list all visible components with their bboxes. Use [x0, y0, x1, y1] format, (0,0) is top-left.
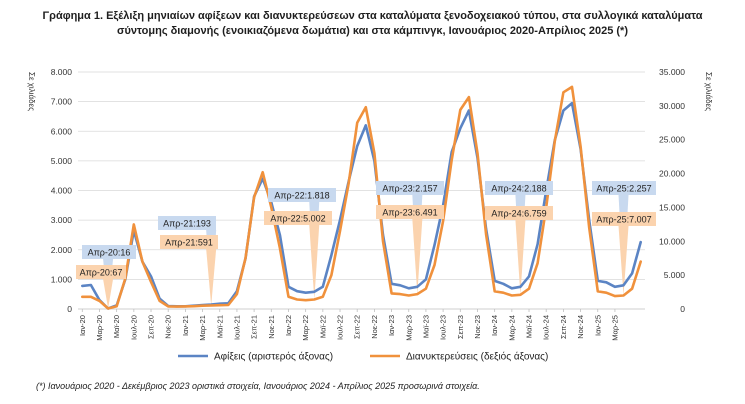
callout-box [376, 181, 444, 195]
chart-title-line-1: Γράφημα 1. Εξέλιξη μηνιαίων αφίξεων και … [43, 10, 703, 22]
y-right-tick-label: 10.000 [659, 236, 685, 246]
x-tick-label: Ιαν-20 [78, 315, 87, 336]
callout-label: Απρ-23:2.157 [382, 184, 437, 194]
series-lines [81, 85, 643, 310]
callout-pointer [206, 249, 217, 306]
callout-label: Απρ-21:591 [165, 238, 213, 248]
callout-box [268, 188, 336, 202]
x-tick-label: Μαϊ-23 [421, 315, 430, 338]
callout-box [76, 265, 126, 279]
y-right-tick-label: 5.000 [664, 270, 686, 280]
y-right-tick-label: 0 [680, 304, 685, 314]
legend: Αφίξεις (αριστερός άξονας) Διανυκτερεύσε… [178, 351, 548, 363]
callout-label: Απρ-23:6.491 [382, 208, 437, 218]
y-right-tick-label: 25.000 [659, 135, 685, 145]
callout-pointer [618, 226, 629, 296]
x-tick-label: Νοε-20 [164, 315, 173, 339]
callout-box [160, 235, 218, 249]
footnote: (*) Ιανουάριος 2020 - Δεκέμβριος 2023 ορ… [36, 381, 480, 391]
callout-label: Απρ-24:6.759 [491, 209, 546, 219]
callout-pointer [412, 219, 423, 295]
y-left-tick-label: 2.000 [51, 245, 73, 255]
x-tick-label: Σεπ-24 [559, 315, 568, 339]
x-tick-label: Ιαν-22 [284, 315, 293, 336]
x-tick-label: Ιουλ-21 [232, 315, 241, 340]
legend-label-arrivals: Αφίξεις (αριστερός άξονας) [214, 351, 333, 363]
x-axis: Ιαν-20 Μαρ-20 Μαϊ-20 Ιουλ-20 Σεπ-20 Νοε-20 Ιαν… [78, 309, 619, 341]
x-tick-label: Μαρ-23 [404, 315, 413, 341]
x-tick-label: Μαϊ-22 [318, 315, 327, 338]
y-left-tick-label: 4.000 [51, 186, 73, 196]
x-tick-label: Μαϊ-21 [215, 315, 224, 338]
y-right-tick-label: 15.000 [659, 202, 685, 212]
x-tick-label: Νοε-21 [267, 315, 276, 339]
x-tick-label: Ιαν-25 [593, 315, 602, 336]
x-tick-label: Μαρ-24 [507, 315, 516, 341]
callout-box [485, 206, 553, 220]
callout-pointer [515, 220, 526, 295]
y-left-tick-label: 5.000 [51, 156, 73, 166]
callout-box [158, 216, 216, 230]
callout-box [376, 205, 444, 219]
callouts: Απρ-20:16 Απρ-20:67 Απρ-21:193 Απρ-21:591 Απ… [76, 181, 656, 279]
x-tick-label: Μαρ-20 [95, 315, 104, 341]
y-right-tick-label: 20.000 [659, 169, 685, 179]
x-tick-label: Μαϊ-20 [112, 315, 121, 338]
x-tick-label: Μαρ-22 [301, 315, 310, 341]
callout-box [592, 181, 656, 195]
x-tick-label: Ιουλ-23 [439, 315, 448, 340]
x-tick-label: Σεπ-23 [456, 315, 465, 339]
x-tick-label: Μαρ-25 [610, 315, 619, 341]
callout-pointer [103, 279, 114, 309]
y-left-tick-label: 8.000 [51, 67, 73, 77]
x-tick-label: Ιαν-23 [387, 315, 396, 336]
y-left-tick-label: 1.000 [51, 274, 73, 284]
callout-label: Απρ-24:2.188 [491, 184, 546, 194]
x-tick-label: Μαϊ-24 [525, 315, 534, 338]
x-tick-label: Ιαν-24 [490, 315, 499, 336]
chart-title-line-2: σύντομης διαμονής (ενοικιαζόμενα δωμάτια… [117, 25, 628, 37]
y-left-tick-label: 0 [67, 304, 72, 314]
x-tick-label: Νοε-22 [370, 315, 379, 339]
y-axis-right-label: Σε χιλιάδες [704, 72, 713, 111]
callout-label: Απρ-25:2.257 [596, 184, 651, 194]
x-tick-label: Νοε-24 [576, 315, 585, 339]
y-axis-right: 0 5.000 10.000 15.000 20.000 25.000 30.000 35.0… [659, 67, 685, 314]
callout-label: Απρ-22:1.818 [274, 191, 329, 201]
y-left-tick-label: 3.000 [51, 215, 73, 225]
callout-label: Απρ-25:7.007 [596, 215, 651, 225]
x-tick-label: Μαρ-21 [198, 315, 207, 341]
x-tick-label: Ιαν-21 [181, 315, 190, 336]
callout-box [592, 212, 656, 226]
y-axis-left-label: Σε χιλιάδες [27, 72, 36, 111]
y-axis-left: 0 1.000 2.000 3.000 4.000 5.000 6.000 7.000 8.00… [51, 67, 73, 314]
x-tick-label: Ιουλ-22 [336, 315, 345, 340]
y-left-tick-label: 6.000 [51, 126, 73, 136]
callout-box [485, 181, 553, 195]
legend-label-overnight-stays: Διανυκτερεύσεις (δεξιός άξονας) [406, 351, 548, 363]
x-tick-label: Σεπ-22 [353, 315, 362, 339]
callout-label: Απρ-20:67 [80, 268, 123, 278]
x-tick-label: Ιουλ-24 [542, 315, 551, 340]
x-tick-label: Σεπ-20 [147, 315, 156, 339]
x-tick-label: Νοε-23 [473, 315, 482, 339]
y-right-tick-label: 30.000 [659, 101, 685, 111]
x-tick-label: Ιουλ-20 [129, 315, 138, 340]
callout-box [82, 245, 136, 259]
y-left-tick-label: 7.000 [51, 97, 73, 107]
x-tick-label: Σεπ-21 [250, 315, 259, 339]
series-line-overnight-stays [81, 85, 643, 310]
y-right-tick-label: 35.000 [659, 67, 685, 77]
callout-label: Απρ-20:16 [88, 248, 131, 258]
callout-label: Απρ-22:5.002 [270, 214, 325, 224]
callout-box [264, 211, 332, 225]
callout-label: Απρ-21:193 [163, 219, 211, 229]
callout-pointer [309, 225, 320, 300]
